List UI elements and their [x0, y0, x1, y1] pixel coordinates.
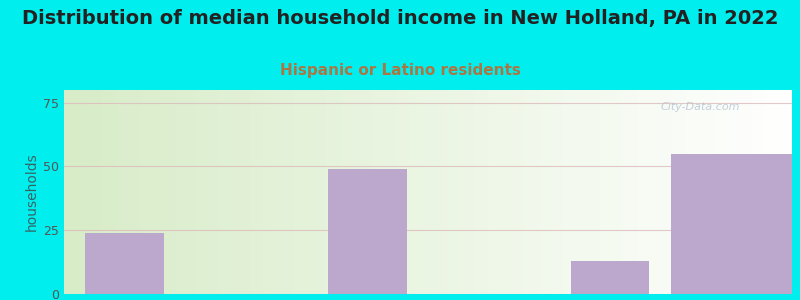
Y-axis label: households: households	[25, 153, 39, 231]
Bar	[328, 169, 406, 294]
Bar	[670, 154, 792, 294]
Text: Hispanic or Latino residents: Hispanic or Latino residents	[279, 63, 521, 78]
Bar	[86, 233, 164, 294]
Text: City-Data.com: City-Data.com	[661, 102, 741, 112]
Text: Distribution of median household income in New Holland, PA in 2022: Distribution of median household income …	[22, 9, 778, 28]
Bar	[570, 261, 650, 294]
